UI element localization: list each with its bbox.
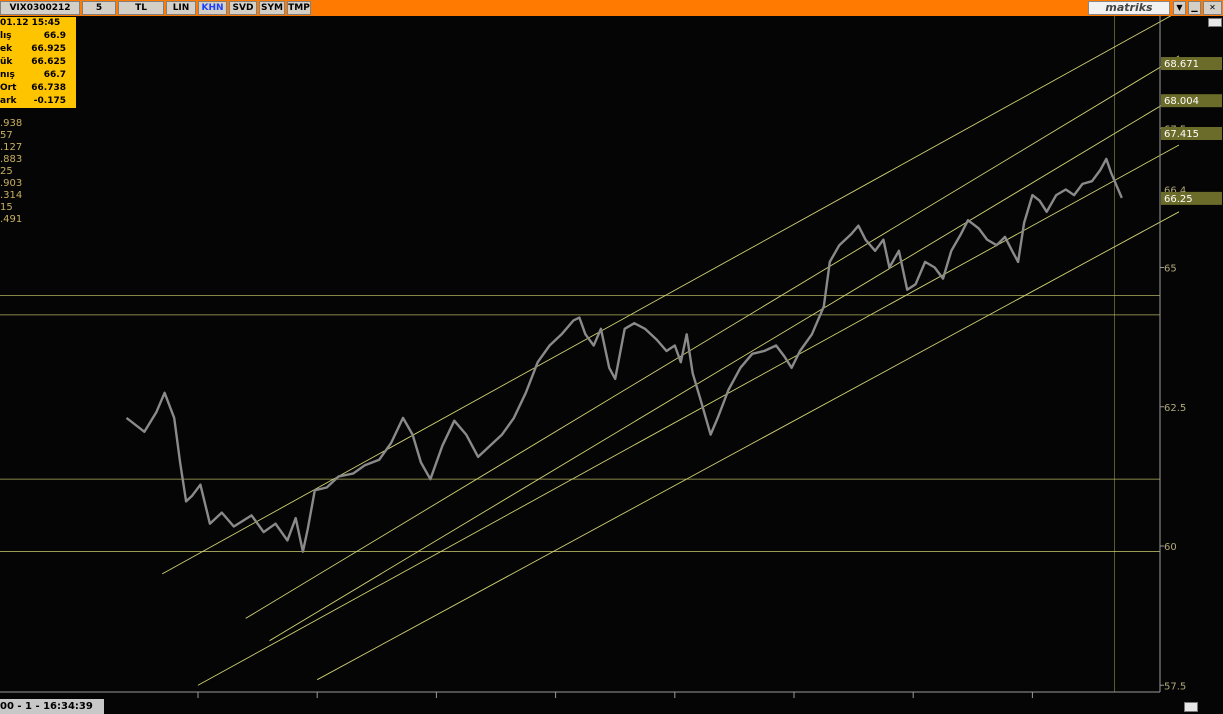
price-label-box <box>1161 57 1222 71</box>
info-value: 66.9 <box>43 31 66 41</box>
tool-lin-button[interactable]: LIN <box>166 1 196 15</box>
y-tick-label: 65 <box>1164 264 1177 275</box>
close-icon[interactable]: ✕ <box>1203 1 1222 15</box>
info-value: 66.925 <box>31 44 66 54</box>
y-tick-label: 57.5 <box>1164 681 1186 692</box>
info-label: ark <box>0 96 17 106</box>
channel-line <box>269 94 1180 642</box>
info-label: Ort <box>0 83 17 93</box>
info-row: ük 66.625 <box>0 56 76 68</box>
price-label-text: 66.4 <box>1164 186 1186 197</box>
price-label-text: 68.004 <box>1164 96 1199 107</box>
price-label-box <box>1161 126 1222 140</box>
side-value: .883 <box>0 154 23 165</box>
side-value: 25 <box>0 166 13 177</box>
channel-line <box>245 55 1180 619</box>
price-series <box>125 157 1123 553</box>
side-value: .491 <box>0 214 23 225</box>
info-row-date: 01.12 15:45 <box>0 17 76 29</box>
connection-indicator-icon <box>1208 18 1222 27</box>
y-tick-label: 60 <box>1164 542 1177 553</box>
info-value: 66.625 <box>31 57 66 67</box>
tool-svd-button[interactable]: SVD <box>229 1 257 15</box>
y-tick-label: 62.5 <box>1164 403 1186 414</box>
tool-tmp-button[interactable]: TMP <box>287 1 311 15</box>
price-label-text: 67.415 <box>1164 129 1199 140</box>
dropdown-arrow-icon[interactable]: ▼ <box>1173 1 1186 15</box>
side-value: .127 <box>0 142 23 153</box>
info-row: ek 66.925 <box>0 43 76 55</box>
side-value: .938 <box>0 118 23 129</box>
channel-line <box>197 144 1180 686</box>
info-row: Ort 66.738 <box>0 82 76 94</box>
horizontal-lines <box>0 16 1160 692</box>
channel-line <box>316 211 1180 681</box>
scroll-indicator-icon[interactable] <box>1184 702 1198 712</box>
side-value: 15 <box>0 202 13 213</box>
price-label-box <box>1161 94 1222 108</box>
interval-field[interactable]: 5 <box>82 1 116 15</box>
info-label: nış <box>0 70 15 80</box>
info-value: 66.738 <box>31 83 66 93</box>
info-label: ük <box>0 57 13 67</box>
brand-logo: matriks <box>1088 1 1170 15</box>
tool-khn-button[interactable]: KHN <box>198 1 227 15</box>
price-line <box>125 157 1123 553</box>
info-row: nış 66.7 <box>0 69 76 81</box>
side-value: .314 <box>0 190 23 201</box>
status-bar: 00 - 1 - 16:34:39 <box>0 699 104 714</box>
price-label-box <box>1161 191 1222 205</box>
symbol-field[interactable]: VIX0300212 <box>0 1 80 15</box>
tool-tl-button[interactable]: TL <box>118 1 164 15</box>
tool-sym-button[interactable]: SYM <box>259 1 285 15</box>
info-row: ark -0.175 <box>0 95 76 107</box>
price-label-text: 66.25 <box>1164 194 1193 205</box>
chart-toolbar: VIX0300212 5 TL LIN KHN SVD SYM TMP matr… <box>0 0 1223 16</box>
side-value: .903 <box>0 178 23 189</box>
price-label-text: 68.671 <box>1164 59 1199 70</box>
info-value: 66.7 <box>43 70 66 80</box>
channel-lines <box>162 16 1180 686</box>
minimize-icon[interactable]: ▁ <box>1188 1 1201 15</box>
info-label: ek <box>0 44 13 54</box>
info-panel: 01.12 15:45 lış 66.9 ek 66.925 ük 66.625… <box>0 17 76 108</box>
channel-line <box>162 16 1172 575</box>
info-label: 01.12 15:45 <box>0 18 61 28</box>
side-value: 57 <box>0 130 13 141</box>
info-value: -0.175 <box>33 96 66 106</box>
info-row: lış 66.9 <box>0 30 76 42</box>
info-label: lış <box>0 31 12 41</box>
